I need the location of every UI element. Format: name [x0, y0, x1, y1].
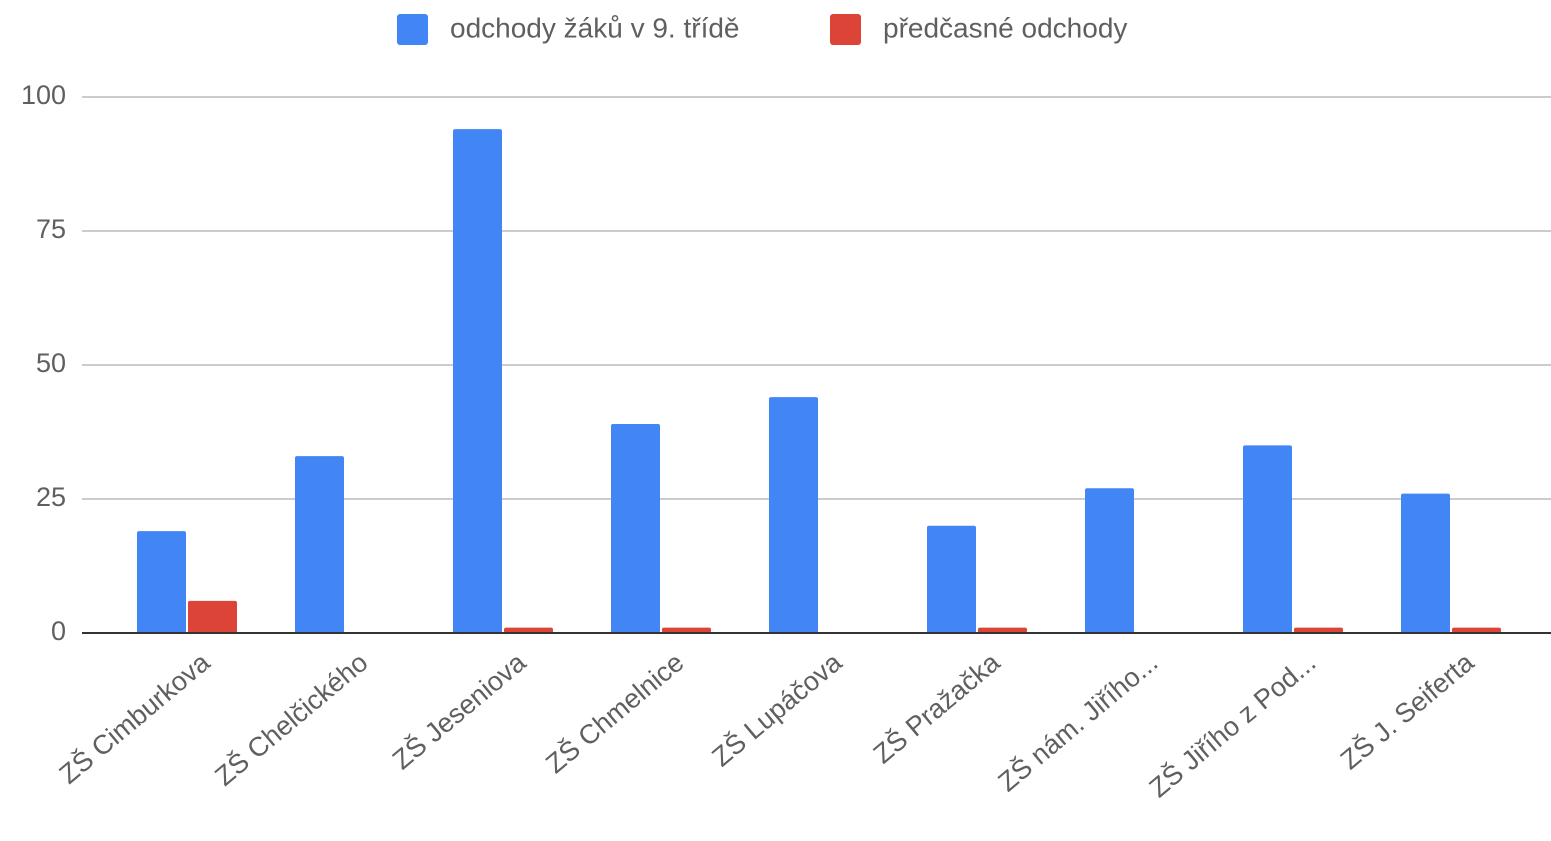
x-tick-label: ZŠ nám. Jiřího... — [992, 646, 1164, 797]
bar — [611, 423, 660, 633]
y-tick-label: 25 — [36, 482, 66, 512]
bar — [453, 129, 502, 633]
legend-label: odchody žáků v 9. třídě — [450, 12, 740, 43]
bar — [1401, 493, 1450, 633]
x-tick-label: ZŠ Lupáčova — [706, 646, 849, 773]
bar — [137, 531, 186, 633]
legend-label: předčasné odchody — [883, 12, 1127, 43]
legend-swatch — [397, 14, 428, 45]
bar — [927, 525, 976, 633]
x-tick-label: ZŠ Cimburkova — [53, 646, 216, 790]
x-tick-label: ZŠ Jeseniova — [386, 646, 532, 776]
bar — [295, 456, 344, 633]
y-tick-label: 50 — [36, 348, 66, 378]
x-tick-label: ZŠ J. Seiferta — [1334, 646, 1480, 776]
y-tick-label: 75 — [36, 214, 66, 244]
bar — [1294, 627, 1343, 633]
x-tick-label: ZŠ Chelčického — [209, 646, 374, 791]
bar — [1452, 627, 1501, 633]
bar — [1085, 488, 1134, 633]
x-tick-label: ZŠ Chmelnice — [540, 646, 690, 779]
bar — [978, 627, 1027, 633]
x-tick-label: ZŠ Jiřího z Pod... — [1143, 646, 1322, 803]
bar — [662, 627, 711, 633]
y-tick-label: 0 — [51, 616, 66, 646]
bar — [188, 600, 237, 633]
bar — [504, 627, 553, 633]
bar — [1243, 445, 1292, 633]
bar — [769, 397, 818, 633]
y-tick-label: 100 — [21, 80, 66, 110]
x-tick-label: ZŠ Pražačka — [867, 646, 1006, 770]
legend-swatch — [830, 14, 861, 45]
